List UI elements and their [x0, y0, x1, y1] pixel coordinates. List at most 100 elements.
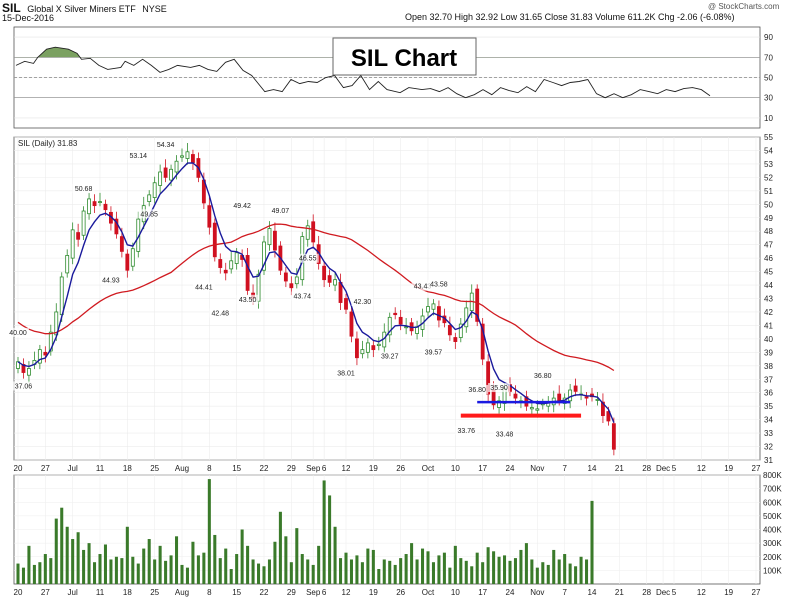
volume-bar — [82, 549, 86, 584]
volume-bar — [388, 560, 392, 584]
candle-body — [218, 259, 223, 268]
price-tick-label: 37 — [764, 375, 773, 384]
candle-body — [37, 349, 42, 364]
candle-body — [130, 248, 135, 267]
x-tick-label: Nov — [530, 464, 544, 473]
price-tick-label: 54 — [764, 146, 773, 155]
title-annotation: SIL Chart — [351, 45, 457, 72]
volume-tick-label: 100K — [763, 566, 782, 575]
volume-bar — [377, 569, 381, 584]
volume-bar — [366, 548, 370, 584]
volume-bar — [43, 554, 47, 584]
volume-bar — [21, 567, 25, 584]
candle-body — [360, 349, 365, 355]
volume-x-tick-label: 14 — [588, 588, 597, 597]
candle-body — [158, 171, 163, 186]
volume-bar — [142, 548, 146, 584]
volume-bar — [267, 559, 271, 584]
price-data-label-bg — [291, 291, 314, 301]
candle-body — [513, 393, 518, 399]
volume-x-tick-label: 18 — [123, 588, 132, 597]
x-tick-label: 17 — [478, 464, 487, 473]
candle-body — [212, 222, 217, 258]
candle-body — [185, 151, 190, 159]
volume-x-tick-label: 21 — [615, 588, 624, 597]
price-tick-label: 39 — [764, 348, 773, 357]
price-data-label: 43.43 — [414, 284, 432, 291]
volume-bar — [120, 558, 124, 584]
price-data-label: 40.00 — [9, 330, 27, 337]
volume-bar — [317, 545, 321, 584]
candle-body — [234, 252, 239, 264]
candle-body — [21, 364, 26, 373]
volume-x-tick-label: 29 — [287, 588, 296, 597]
price-tick-label: 41 — [764, 321, 773, 330]
candle-body — [267, 228, 272, 246]
candle-body — [311, 221, 316, 243]
price-tick-label: 44 — [764, 281, 773, 290]
volume-bar — [98, 554, 102, 584]
volume-bar — [257, 563, 261, 584]
price-data-label: 42.30 — [354, 299, 372, 306]
volume-bar — [497, 556, 501, 584]
rsi-tick-label: 50 — [764, 74, 773, 83]
volume-x-tick-label: 11 — [96, 588, 105, 597]
price-data-label: 33.48 — [496, 432, 514, 439]
volume-bar — [519, 549, 523, 584]
x-tick-label: 24 — [506, 464, 515, 473]
volume-bar — [349, 559, 353, 584]
volume-bar — [300, 554, 304, 584]
volume-bar — [136, 563, 140, 584]
volume-bar — [524, 543, 528, 584]
price-tick-label: 47 — [764, 241, 773, 250]
volume-x-tick-label: 25 — [150, 588, 159, 597]
volume-bar — [109, 559, 113, 584]
candle-body — [480, 323, 485, 360]
volume-x-tick-label: 12 — [342, 588, 351, 597]
volume-x-tick-label: 19 — [724, 588, 733, 597]
candle-body — [426, 306, 430, 313]
price-tick-label: 40 — [764, 335, 773, 344]
price-data-label-bg — [531, 370, 554, 380]
candle-body — [453, 337, 458, 342]
price-data-label: 39.57 — [425, 350, 443, 357]
price-data-label: 54.34 — [157, 142, 175, 149]
volume-bar — [393, 564, 397, 584]
candle-body — [191, 154, 195, 163]
x-tick-label: 5 — [672, 464, 677, 473]
volume-bar — [185, 567, 189, 584]
volume-bar — [289, 562, 293, 584]
price-data-label: 38.01 — [337, 371, 355, 378]
price-tick-label: 43 — [764, 295, 773, 304]
price-data-label: 50.68 — [75, 186, 93, 193]
price-data-label-bg — [154, 140, 177, 149]
x-tick-label: 12 — [342, 464, 351, 473]
price-data-label: 49.42 — [233, 203, 251, 210]
price-tick-label: 55 — [764, 133, 773, 142]
candle-body — [376, 343, 381, 347]
volume-bar — [344, 552, 348, 584]
volume-x-tick-label: 8 — [207, 588, 212, 597]
volume-bar — [541, 562, 545, 584]
volume-bar — [87, 543, 91, 584]
volume-bar — [453, 545, 457, 584]
price-data-label-bg — [351, 296, 374, 306]
volume-bar — [557, 559, 561, 584]
x-tick-label: 12 — [697, 464, 706, 473]
candle-body — [59, 276, 64, 316]
candle-body — [43, 351, 48, 356]
volume-bar — [437, 555, 441, 584]
price-panel-label: SIL (Daily) 31.83 — [18, 139, 78, 148]
volume-bar — [404, 554, 408, 584]
price-tick-label: 52 — [764, 173, 773, 182]
candle-body — [355, 338, 359, 359]
x-tick-label: 19 — [369, 464, 378, 473]
volume-x-tick-label: 19 — [369, 588, 378, 597]
volume-bar — [93, 562, 97, 584]
candle-body — [557, 393, 562, 402]
volume-bar — [333, 526, 337, 584]
price-data-label: 43.74 — [294, 294, 312, 301]
volume-x-tick-label: Dec — [656, 588, 670, 597]
volume-bar — [503, 555, 507, 584]
candle-body — [87, 198, 91, 215]
